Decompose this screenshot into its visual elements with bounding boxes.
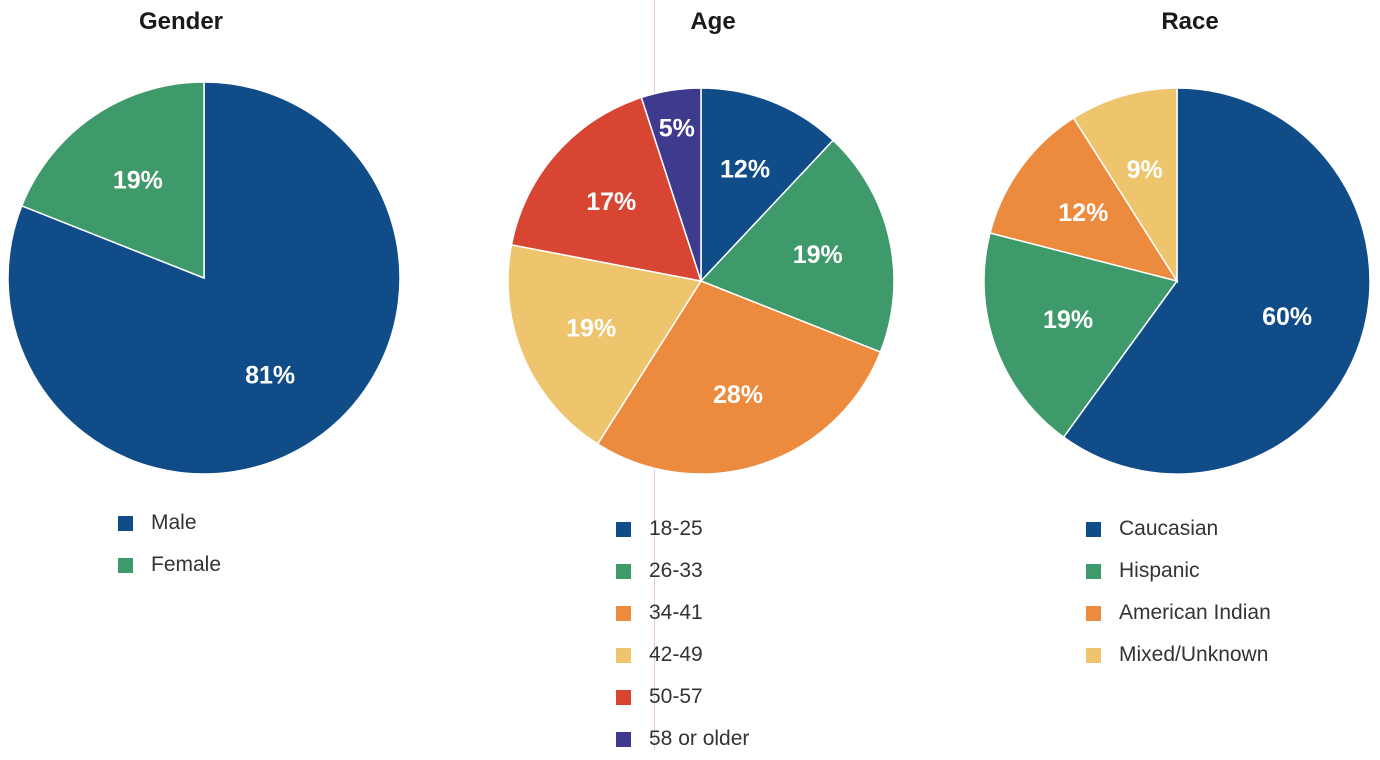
race-legend-swatch-american-indian (1086, 605, 1101, 621)
race-legend-swatch-hispanic (1086, 563, 1101, 579)
race-slice-label-caucasian: 60% (1262, 303, 1312, 331)
age-legend-item-58-or-older: 58 or older (616, 718, 749, 760)
age-slice-label-18-25: 12% (720, 156, 770, 184)
gender-slice-labels: 81% 19% (113, 167, 295, 390)
race-slice-caucasian (1062, 87, 1371, 475)
age-legend-swatch-34-41 (616, 605, 631, 621)
gender-legend-label-female: Female (151, 553, 222, 576)
race-legend-item-caucasian: Caucasian (1086, 508, 1271, 550)
age-chart-title: Age (690, 8, 736, 35)
age-legend-item-18-25: 18-25 (616, 508, 749, 550)
gender-legend-item-male: Male (118, 502, 221, 544)
gender-pie-chart: 81% 19% (7, 81, 401, 475)
age-legend-label-42-49: 42-49 (649, 643, 703, 666)
race-pie-chart: 60% 19% 12% 9% (983, 87, 1371, 475)
race-legend-label-mixed-unknown: Mixed/Unknown (1119, 643, 1269, 666)
race-legend-label-hispanic: Hispanic (1119, 559, 1200, 582)
gender-legend-item-female: Female (118, 544, 221, 586)
race-legend-item-american-indian: American Indian (1086, 592, 1271, 634)
race-legend-item-mixed-unknown: Mixed/Unknown (1086, 634, 1271, 676)
age-legend-swatch-26-33 (616, 563, 631, 579)
age-legend-swatch-18-25 (616, 521, 631, 537)
race-slice-labels: 60% 19% 12% 9% (1043, 156, 1312, 334)
race-chart-title: Race (1161, 8, 1219, 35)
age-slice-label-50-57: 17% (586, 188, 636, 216)
race-legend-label-american-indian: American Indian (1119, 601, 1271, 624)
age-slices (507, 87, 895, 475)
age-legend-label-58-or-older: 58 or older (649, 727, 750, 750)
age-legend-swatch-58-or-older (616, 731, 631, 747)
age-legend-item-50-57: 50-57 (616, 676, 749, 718)
race-slice-label-mixed-unknown: 9% (1127, 156, 1163, 184)
age-slice-26-33 (699, 139, 895, 354)
age-legend-item-26-33: 26-33 (616, 550, 749, 592)
gender-chart-title: Gender (138, 8, 224, 35)
race-slice-hispanic (983, 232, 1179, 439)
age-legend-label-34-41: 34-41 (649, 601, 703, 624)
age-legend-swatch-42-49 (616, 647, 631, 663)
age-slice-label-42-49: 19% (566, 315, 616, 343)
race-slice-label-hispanic: 19% (1043, 306, 1093, 334)
age-chart-panel: Age 12% 19% 28% 19% 17% 5% 18-25 26-33 34-41 42-… (470, 0, 930, 750)
gender-slice-label-male: 81% (245, 361, 295, 389)
age-slice-42-49 (507, 243, 703, 445)
gender-slice-female (20, 81, 205, 280)
gender-slices (7, 81, 401, 475)
gender-slice-label-female: 19% (113, 167, 163, 195)
race-chart-panel: Race 60% 19% 12% 9% Caucasian Hispanic Americ… (960, 0, 1380, 749)
race-legend-item-hispanic: Hispanic (1086, 550, 1271, 592)
age-slice-labels: 12% 19% 28% 19% 17% 5% (566, 115, 843, 409)
race-legend-swatch-caucasian (1086, 521, 1101, 537)
race-slice-mixed-unknown (1072, 87, 1178, 284)
age-legend: 18-25 26-33 34-41 42-49 50-57 58 or older (616, 508, 749, 760)
age-slice-label-26-33: 19% (793, 241, 843, 269)
age-legend-label-26-33: 26-33 (649, 559, 703, 582)
age-slice-34-41 (596, 280, 882, 475)
gender-legend-label-male: Male (151, 511, 197, 534)
race-slice-label-american-indian: 12% (1058, 199, 1108, 227)
age-slice-58-or-older (640, 87, 702, 282)
age-legend-item-42-49: 42-49 (616, 634, 749, 676)
race-legend-label-caucasian: Caucasian (1119, 517, 1219, 540)
age-slice-label-34-41: 28% (713, 381, 763, 409)
gender-legend: Male Female (118, 502, 221, 586)
gender-legend-swatch-female (118, 557, 133, 573)
gender-chart-panel: Gender 81% 19% Male Female (0, 0, 420, 749)
age-slice-50-57 (510, 96, 703, 282)
gender-legend-swatch-male (118, 515, 133, 531)
age-slice-label-58-or-older: 5% (659, 115, 695, 143)
age-legend-label-18-25: 18-25 (649, 517, 703, 540)
age-legend-swatch-50-57 (616, 689, 631, 705)
age-legend-label-50-57: 50-57 (649, 685, 703, 708)
race-slice-american-indian (989, 117, 1179, 283)
age-pie-chart: 12% 19% 28% 19% 17% 5% (507, 87, 895, 475)
race-legend: Caucasian Hispanic American Indian Mixed/Un… (1086, 508, 1271, 676)
age-legend-item-34-41: 34-41 (616, 592, 749, 634)
age-slice-18-25 (700, 87, 835, 283)
race-legend-swatch-mixed-unknown (1086, 647, 1101, 663)
race-slices (983, 87, 1371, 475)
